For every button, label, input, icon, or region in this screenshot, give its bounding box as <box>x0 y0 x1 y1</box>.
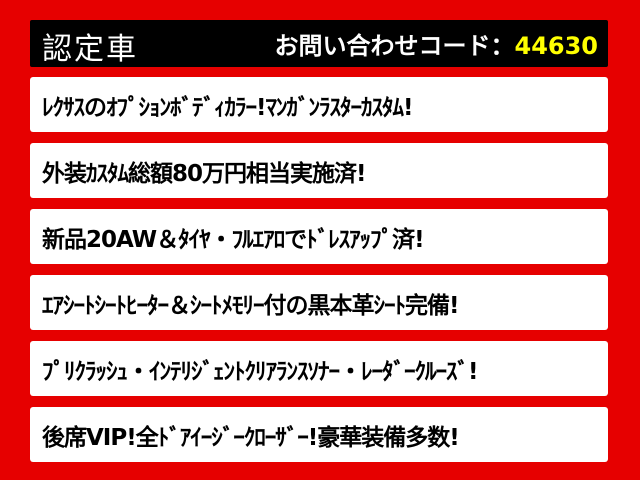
feature-text: 新品20AW＆ﾀｲﾔ・ﾌﾙｴｱﾛでﾄﾞﾚｽｱｯﾌﾟ済! <box>42 226 425 253</box>
certified-car-title: 認定車 <box>42 32 138 67</box>
feature-text: ﾚｸｻｽのｵﾌﾟｼｮﾝﾎﾞﾃﾞｨｶﾗｰ!ﾏﾝｶﾞﾝﾗｽﾀｰｶｽﾀﾑ! <box>42 94 413 121</box>
inquiry-code: お問い合わせコード：44630 <box>275 26 599 61</box>
feature-item: 外装ｶｽﾀﾑ総額80万円相当実施済! <box>30 143 608 198</box>
inquiry-code-value: 44630 <box>514 32 599 60</box>
header-bar: 認定車 お問い合わせコード：44630 <box>30 20 608 67</box>
feature-item: 後席VIP!全ﾄﾞｱｲｰｼﾞｰｸﾛｰｻﾞｰ!豪華装備多数! <box>30 407 608 462</box>
feature-text: 後席VIP!全ﾄﾞｱｲｰｼﾞｰｸﾛｰｻﾞｰ!豪華装備多数! <box>42 424 460 451</box>
feature-item: ｴｱｼｰﾄｼｰﾄﾋｰﾀｰ＆ｼｰﾄﾒﾓﾘｰ付の黒本革ｼｰﾄ完備! <box>30 275 608 330</box>
feature-item: ﾌﾟﾘｸﾗｯｼｭ・ｲﾝﾃﾘｼﾞｪﾝﾄｸﾘｱﾗﾝｽｿﾅｰ・ﾚｰﾀﾞｰｸﾙｰｽﾞ! <box>30 341 608 396</box>
feature-text: ﾌﾟﾘｸﾗｯｼｭ・ｲﾝﾃﾘｼﾞｪﾝﾄｸﾘｱﾗﾝｽｿﾅｰ・ﾚｰﾀﾞｰｸﾙｰｽﾞ! <box>42 358 478 385</box>
feature-text: 外装ｶｽﾀﾑ総額80万円相当実施済! <box>42 160 366 187</box>
feature-item: 新品20AW＆ﾀｲﾔ・ﾌﾙｴｱﾛでﾄﾞﾚｽｱｯﾌﾟ済! <box>30 209 608 264</box>
feature-item: ﾚｸｻｽのｵﾌﾟｼｮﾝﾎﾞﾃﾞｨｶﾗｰ!ﾏﾝｶﾞﾝﾗｽﾀｰｶｽﾀﾑ! <box>30 77 608 132</box>
feature-text: ｴｱｼｰﾄｼｰﾄﾋｰﾀｰ＆ｼｰﾄﾒﾓﾘｰ付の黒本革ｼｰﾄ完備! <box>42 292 459 319</box>
inquiry-code-label: お問い合わせコード： <box>274 32 515 60</box>
